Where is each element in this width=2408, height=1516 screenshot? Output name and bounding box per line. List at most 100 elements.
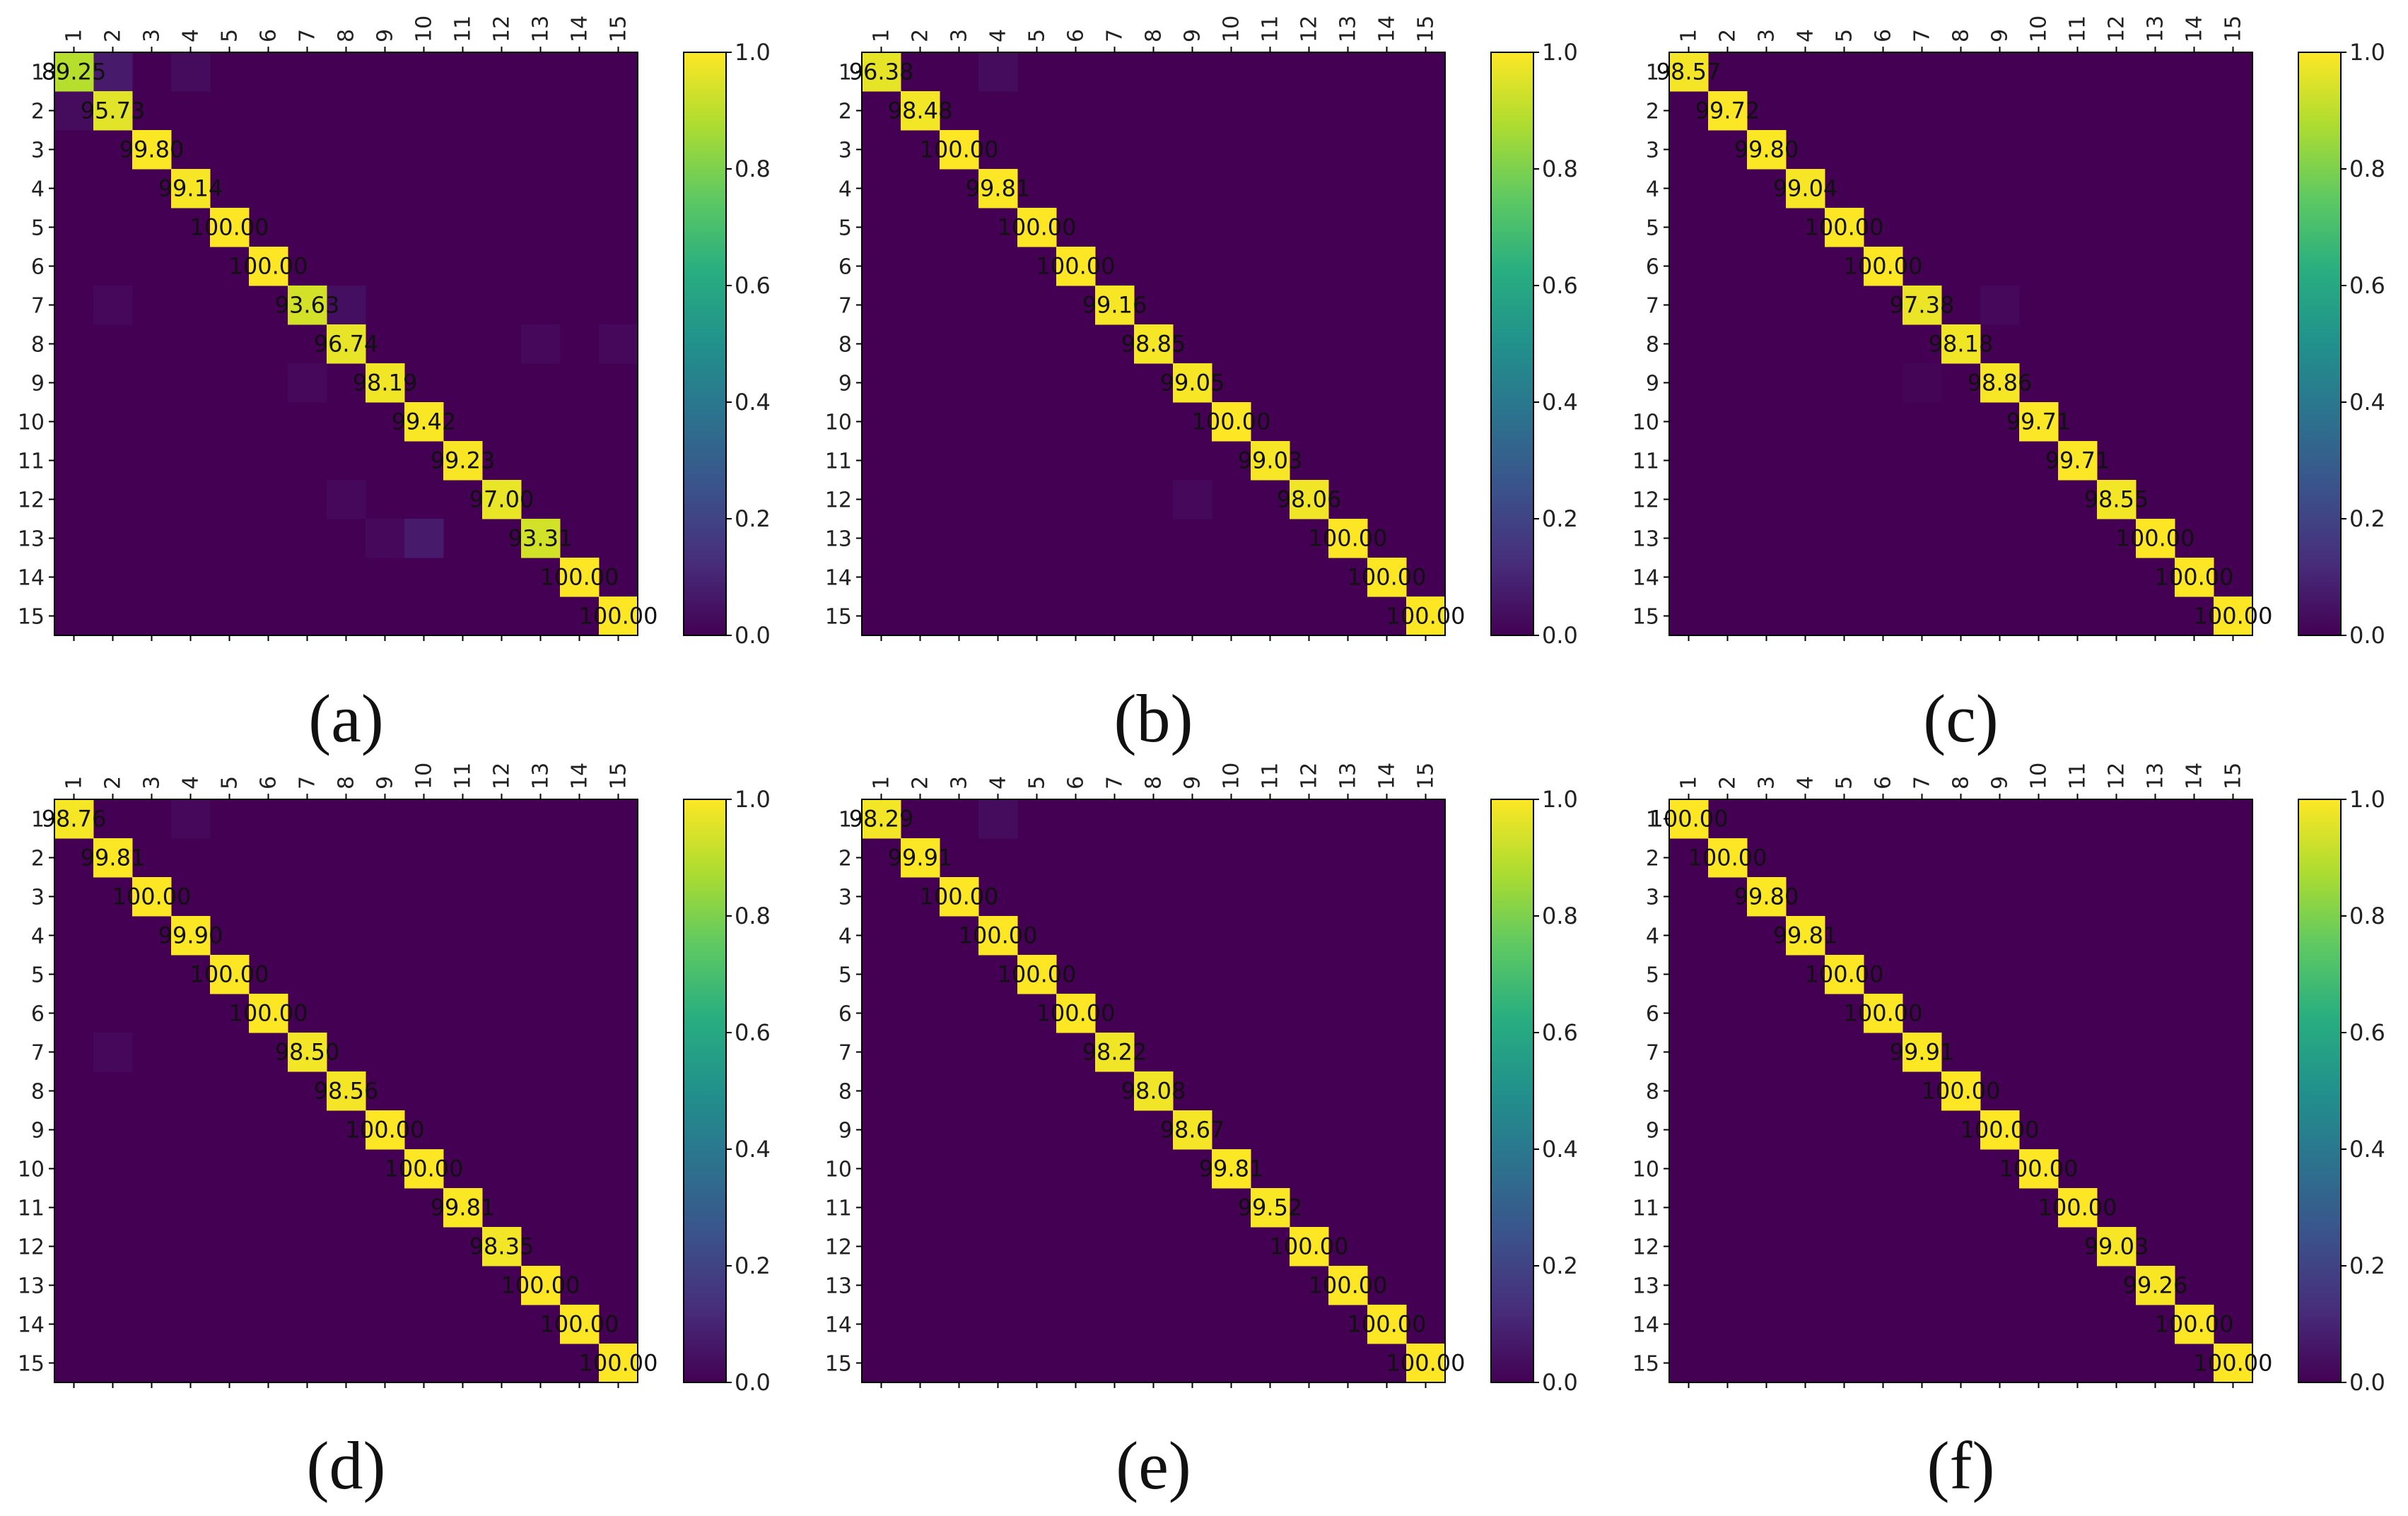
cell-value-label: 99.81	[1773, 922, 1838, 949]
heatmap-diagonal-cell	[1056, 994, 1096, 1033]
x-tick-label: 1	[870, 29, 894, 42]
colorbar	[683, 799, 727, 1383]
colorbar-tick-label: 0.8	[1542, 155, 1578, 182]
x-tick-label: 5	[1025, 776, 1050, 789]
x-tick-label: 9	[1988, 29, 2013, 42]
heatmap-diagonal-cell	[1173, 363, 1212, 403]
heatmap-diagonal-cell	[404, 402, 444, 442]
y-tick-label: 5	[838, 216, 852, 241]
x-tick-label: 11	[451, 16, 476, 42]
heatmap-diagonal-cell	[2097, 480, 2137, 519]
x-tick-label: 12	[1297, 16, 1322, 42]
heatmap-diagonal-cell	[1095, 1033, 1135, 1072]
heatmap-diagonal-cell	[1747, 130, 1787, 170]
cell-value-label: 99.80	[1734, 883, 1799, 910]
y-tick-label: 9	[1646, 1119, 1659, 1144]
colorbar-tick-label: 0.6	[1542, 272, 1578, 299]
y-tick-label: 5	[1646, 963, 1659, 988]
heatmap-cell	[599, 324, 638, 364]
y-tick-label: 2	[31, 100, 45, 124]
y-tick-label: 13	[1632, 1274, 1659, 1299]
y-tick-label: 14	[825, 566, 852, 591]
x-tick-label: 12	[490, 763, 515, 789]
heatmap-diagonal-cell	[1747, 877, 1787, 917]
y-tick-label: 2	[31, 847, 45, 871]
y-tick-label: 3	[1646, 139, 1659, 163]
y-tick-label: 1	[838, 808, 852, 833]
cell-value-label: 100.00	[1649, 806, 1729, 833]
y-tick-label: 5	[1646, 216, 1659, 241]
colorbar-tick-label: 0.2	[2349, 505, 2385, 532]
heatmap-diagonal-cell	[482, 1227, 522, 1267]
colorbar	[683, 52, 727, 636]
x-tick-label: 2	[101, 776, 126, 789]
heatmap-cell	[1903, 363, 1942, 403]
y-tick-label: 14	[1632, 1313, 1659, 1338]
heatmap-diagonal-cell	[132, 877, 172, 917]
x-tick-label: 2	[1716, 29, 1741, 42]
heatmap-diagonal-cell	[1903, 1033, 1942, 1072]
x-tick-label: 10	[2027, 16, 2052, 42]
y-tick-label: 15	[825, 605, 852, 630]
cell-value-label: 99.04	[1773, 175, 1838, 202]
cell-value-label: 99.81	[1199, 1156, 1264, 1182]
cell-value-label: 100.00	[2155, 564, 2234, 591]
x-tick-label: 3	[140, 776, 165, 789]
panel-label: (d)	[307, 1428, 386, 1503]
y-tick-label: 4	[1646, 924, 1659, 949]
heatmap-diagonal-cell	[2019, 1149, 2059, 1189]
cell-value-label: 99.80	[119, 136, 185, 163]
x-tick-label: 4	[179, 29, 204, 42]
panel-2: 96.3898.48100.0099.81100.00100.0099.1698…	[825, 16, 1578, 756]
heatmap-diagonal-cell	[366, 363, 405, 403]
heatmap-diagonal-cell	[1367, 1305, 1407, 1344]
heatmap-diagonal-cell	[2097, 1227, 2137, 1267]
x-tick-label: 4	[1794, 29, 1818, 42]
y-tick-label: 8	[838, 333, 852, 358]
cell-value-label: 100.00	[190, 214, 269, 241]
y-tick-label: 6	[31, 1002, 45, 1027]
y-tick-label: 6	[1646, 255, 1659, 280]
y-tick-label: 10	[825, 1158, 852, 1182]
y-tick-label: 2	[838, 847, 852, 871]
heatmap-diagonal-cell	[1980, 363, 2020, 403]
y-tick-label: 3	[31, 139, 45, 163]
x-tick-label: 3	[140, 29, 165, 42]
cell-value-label: 98.85	[1121, 331, 1186, 358]
colorbar	[1490, 799, 1534, 1383]
colorbar-tick-label: 0.6	[735, 272, 771, 299]
x-tick-label: 3	[1755, 29, 1779, 42]
y-tick-label: 3	[838, 139, 852, 163]
heatmap-cell	[521, 324, 561, 364]
cell-value-label: 99.03	[2084, 1233, 2149, 1260]
colorbar-tick-label: 0.4	[735, 389, 771, 416]
heatmap-diagonal-cell	[404, 1149, 444, 1189]
y-tick-label: 4	[31, 177, 45, 202]
y-tick-label: 7	[838, 1041, 852, 1066]
heatmap-diagonal-cell	[521, 519, 561, 558]
x-tick-label: 8	[1949, 776, 1974, 789]
x-tick-label: 13	[2144, 763, 2168, 789]
heatmap-diagonal-cell	[1251, 1188, 1290, 1228]
cell-value-label: 100.00	[1844, 1000, 1923, 1027]
heatmap-diagonal-cell	[1017, 955, 1057, 994]
panel-label: (b)	[1114, 681, 1193, 756]
x-tick-label: 6	[1871, 776, 1896, 789]
y-tick-label: 9	[31, 1119, 45, 1144]
y-tick-label: 10	[825, 411, 852, 435]
colorbar-tick-label: 1.0	[2349, 786, 2385, 813]
x-tick-label: 9	[1181, 29, 1205, 42]
colorbar-tick-label: 0.4	[1542, 1136, 1578, 1163]
x-tick-label: 14	[2182, 16, 2207, 42]
heatmap-cell	[366, 519, 405, 558]
y-tick-label: 8	[1646, 333, 1659, 358]
x-tick-label: 13	[529, 16, 554, 42]
heatmap-diagonal-cell	[2136, 1266, 2175, 1305]
x-tick-label: 7	[296, 29, 320, 42]
colorbar-tick-label: 0.8	[735, 155, 771, 182]
colorbar-tick-label: 0.2	[735, 505, 771, 532]
cell-value-label: 98.22	[1082, 1039, 1147, 1066]
colorbar-tick-label: 0.0	[2349, 622, 2385, 649]
heatmap-diagonal-cell	[171, 169, 211, 208]
cell-value-label: 99.42	[392, 409, 457, 435]
